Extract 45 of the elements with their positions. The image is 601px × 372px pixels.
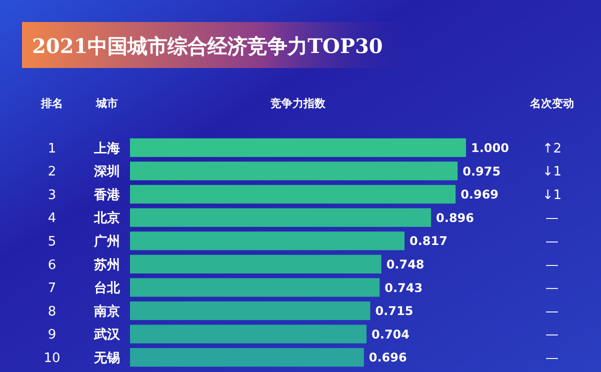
data-label: 0.817 (410, 234, 448, 248)
text: — (546, 234, 558, 250)
data-label: 0.975 (462, 164, 501, 178)
text: ↑2 (542, 141, 562, 156)
y-tick-label: 苏州 (93, 258, 120, 273)
y-axis-title: 城市 (95, 97, 118, 110)
data-label: 1.000 (471, 140, 509, 155)
data-label: 0.896 (436, 210, 474, 225)
y-tick-label: 香港 (93, 186, 121, 203)
data-label: 0.743 (384, 280, 423, 295)
text: — (546, 281, 558, 296)
text: 10 (44, 351, 60, 366)
y-tick-label: 深圳 (93, 164, 120, 180)
x-axis-title: 竞争力指数 (270, 97, 326, 110)
y-tick-label: 台北 (94, 280, 121, 296)
text: 3 (48, 188, 56, 203)
text: 5 (48, 234, 56, 250)
text: 9 (48, 328, 56, 343)
text: ↓1 (542, 188, 562, 203)
text: 4 (48, 211, 56, 226)
text: — (546, 258, 558, 273)
y-tick-label: 南京 (93, 303, 120, 320)
text: 1 (48, 141, 56, 156)
text: — (546, 304, 558, 320)
text: 8 (48, 304, 56, 320)
chart-title: 2021中国城市综合经济竞争力TOP30 (32, 34, 383, 58)
text: — (546, 351, 558, 366)
text: 6 (48, 258, 56, 273)
text: 2 (48, 164, 56, 180)
text: — (546, 211, 558, 226)
text: ↓1 (542, 164, 562, 180)
text: 名次变动 (529, 97, 574, 110)
y-tick-label: 广州 (93, 234, 120, 250)
y-tick-label: 上海 (93, 141, 120, 156)
data-label: 0.748 (386, 257, 424, 272)
text: 7 (48, 281, 56, 296)
text: 排名 (40, 97, 63, 110)
data-label: 0.969 (460, 188, 499, 202)
y-tick-label: 无锡 (93, 351, 120, 366)
data-label: 0.715 (375, 304, 414, 318)
y-tick-label: 北京 (93, 210, 120, 226)
data-label: 0.704 (372, 327, 410, 342)
y-tick-label: 武汉 (93, 328, 121, 343)
data-label: 0.696 (368, 350, 407, 365)
text: — (546, 328, 558, 343)
